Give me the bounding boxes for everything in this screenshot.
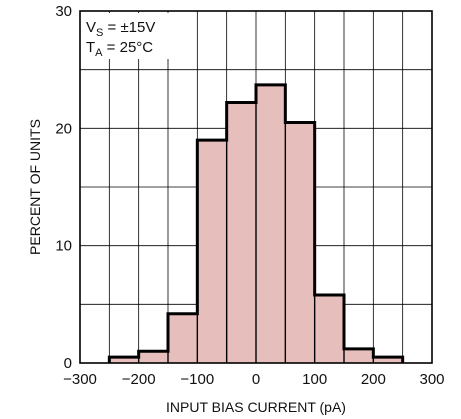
- histogram-bar: [344, 348, 374, 363]
- y-tick-label: 10: [55, 238, 72, 255]
- x-tick-label: 300: [419, 371, 444, 388]
- histogram-bar: [168, 313, 198, 363]
- plot-frame: [79, 10, 433, 364]
- y-tick-label: 30: [55, 3, 72, 20]
- x-axis-label: INPUT BIAS CURRENT (pA): [166, 399, 346, 415]
- x-tick-label: 0: [252, 371, 260, 388]
- y-tick-label: 20: [55, 120, 72, 137]
- x-tick-label: −300: [63, 371, 97, 388]
- x-tick-label: −200: [122, 371, 156, 388]
- annotation-supply-voltage-rest: = ±15V: [103, 19, 155, 36]
- histogram-bar: [314, 294, 344, 363]
- annotation-ambient-temperature: TA = 25°C: [86, 39, 153, 59]
- histogram-bar: [109, 357, 139, 363]
- histogram-bar: [256, 84, 286, 364]
- annotation-supply-voltage-sub: S: [96, 27, 103, 39]
- histogram-bar: [373, 357, 403, 363]
- histogram-bar: [226, 102, 256, 364]
- x-tick-labels: −300 −200 −100 0 100 200 300: [63, 371, 444, 388]
- y-tick-label: 0: [64, 355, 72, 372]
- annotation-ambient-temperature-main: T: [86, 39, 95, 56]
- x-tick-label: 200: [361, 371, 386, 388]
- y-tick-labels: 0 10 20 30: [55, 3, 72, 372]
- annotation-supply-voltage-main: V: [86, 19, 96, 36]
- annotation-supply-voltage: VS = ±15V: [86, 19, 155, 39]
- annotation-background: [82, 13, 180, 59]
- histogram-bar: [197, 140, 227, 363]
- histogram-bar: [285, 122, 315, 363]
- x-tick-label: 100: [302, 371, 327, 388]
- x-tick-label: −100: [180, 371, 214, 388]
- histogram-bar: [138, 351, 168, 363]
- annotation-ambient-temperature-rest: = 25°C: [103, 39, 154, 56]
- y-axis-label: PERCENT OF UNITS: [27, 119, 43, 255]
- bars: [107, 83, 405, 364]
- annotation-ambient-temperature-sub: A: [95, 47, 103, 59]
